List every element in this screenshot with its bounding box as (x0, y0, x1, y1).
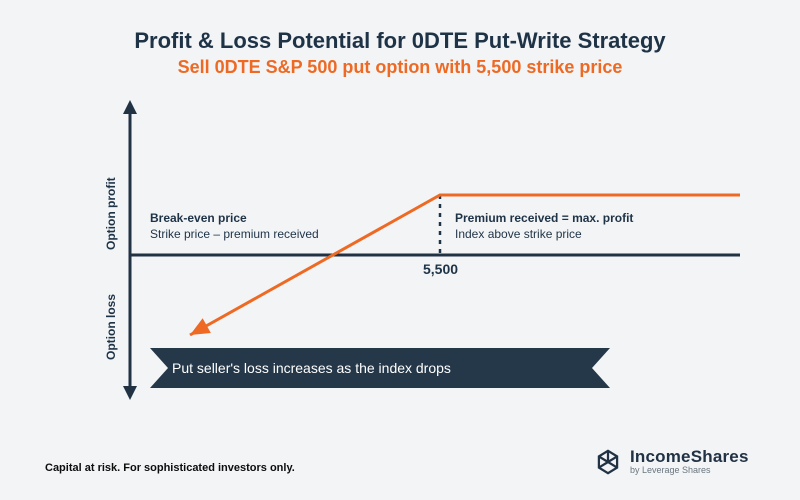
max-profit-title: Premium received = max. profit (455, 210, 633, 226)
infographic-canvas: Profit & Loss Potential for 0DTE Put-Wri… (0, 0, 800, 500)
logo-icon (594, 448, 622, 476)
strike-price-label: 5,500 (423, 261, 458, 277)
logo-text: IncomeShares by Leverage Shares (630, 448, 749, 475)
logo-sub-text: by Leverage Shares (630, 466, 749, 475)
break-even-detail: Strike price – premium received (150, 226, 319, 242)
y-axis-profit-label: Option profit (104, 177, 118, 250)
y-axis-loss-label: Option loss (104, 294, 118, 360)
break-even-annotation: Break-even price Strike price – premium … (150, 210, 319, 242)
loss-ribbon-text: Put seller's loss increases as the index… (172, 360, 451, 376)
page-title: Profit & Loss Potential for 0DTE Put-Wri… (0, 28, 800, 54)
loss-ribbon: Put seller's loss increases as the index… (150, 348, 610, 388)
max-profit-detail: Index above strike price (455, 226, 633, 242)
break-even-title: Break-even price (150, 210, 319, 226)
logo-main-text: IncomeShares (630, 448, 749, 466)
page-subtitle: Sell 0DTE S&P 500 put option with 5,500 … (0, 57, 800, 78)
max-profit-annotation: Premium received = max. profit Index abo… (455, 210, 633, 242)
disclaimer-text: Capital at risk. For sophisticated inves… (45, 462, 295, 474)
brand-logo: IncomeShares by Leverage Shares (594, 448, 749, 476)
